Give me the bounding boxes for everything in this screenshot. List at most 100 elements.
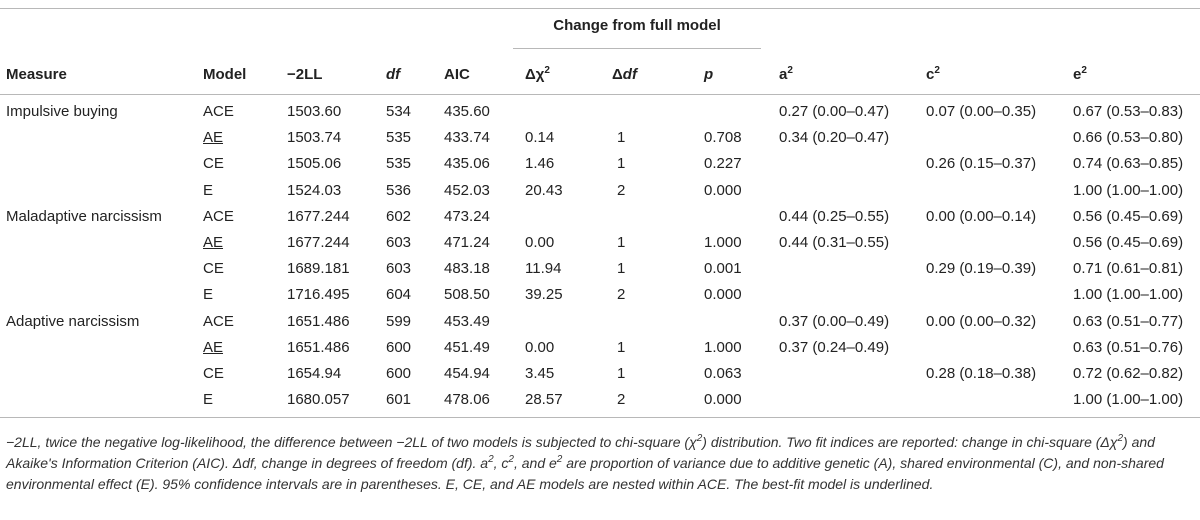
cell-c: 0.26 (0.15–0.37) xyxy=(926,155,1037,172)
header-measure: Measure xyxy=(6,66,67,83)
cell-p: 0.001 xyxy=(704,260,742,277)
cell-a: 0.44 (0.31–0.55) xyxy=(779,234,890,251)
footnote-superscript: 2 xyxy=(1117,433,1124,444)
cell-ll: 1677.244 xyxy=(287,234,350,251)
header-c-sup: 2 xyxy=(934,65,940,76)
cell-e: 0.66 (0.53–0.80) xyxy=(1073,129,1184,146)
cell-p: 0.000 xyxy=(704,286,742,303)
cell-e: 1.00 (1.00–1.00) xyxy=(1073,286,1184,303)
cell-ddf: 2 xyxy=(617,182,626,199)
footnote-text: ) distribution. Two fit indices are repo… xyxy=(702,434,1118,450)
cell-e: 0.71 (0.61–0.81) xyxy=(1073,260,1184,277)
cell-ll: 1680.057 xyxy=(287,391,350,408)
cell-a: 0.27 (0.00–0.47) xyxy=(779,103,890,120)
cell-df: 600 xyxy=(386,365,412,382)
cell-ddf: 1 xyxy=(617,129,626,146)
cell-ll: 1505.06 xyxy=(287,155,342,172)
cell-measure: Impulsive buying xyxy=(6,103,118,120)
header-a-text: a xyxy=(779,66,788,83)
cell-aic: 433.74 xyxy=(444,129,490,146)
cell-ll: 1716.495 xyxy=(287,286,350,303)
cell-ddf: 2 xyxy=(617,391,626,408)
cell-model: ACE xyxy=(203,208,234,225)
cell-dchi: 39.25 xyxy=(525,286,563,303)
cell-dchi: 1.46 xyxy=(525,155,555,172)
cell-dchi: 28.57 xyxy=(525,391,563,408)
cell-e: 0.63 (0.51–0.76) xyxy=(1073,339,1184,356)
header-aic: AIC xyxy=(444,66,470,83)
header-df-text: df xyxy=(386,66,401,83)
cell-e: 0.63 (0.51–0.77) xyxy=(1073,313,1184,330)
cell-df: 603 xyxy=(386,234,412,251)
cell-df: 535 xyxy=(386,129,412,146)
cell-dchi: 0.00 xyxy=(525,234,555,251)
cell-aic: 452.03 xyxy=(444,182,490,199)
cell-model: E xyxy=(203,182,214,199)
cell-df: 602 xyxy=(386,208,412,225)
cell-ddf: 1 xyxy=(617,155,626,172)
cell-model: E xyxy=(203,286,214,303)
header-2ll: −2LL xyxy=(287,66,323,83)
cell-ll: 1651.486 xyxy=(287,339,350,356)
cell-a: 0.37 (0.00–0.49) xyxy=(779,313,890,330)
cell-aic: 435.60 xyxy=(444,103,490,120)
cell-dchi: 11.94 xyxy=(525,260,562,277)
cell-e: 0.74 (0.63–0.85) xyxy=(1073,155,1184,172)
cell-aic: 454.94 xyxy=(444,365,490,382)
cell-measure: Adaptive narcissism xyxy=(6,313,140,330)
cell-df: 603 xyxy=(386,260,412,277)
header-e-text: e xyxy=(1073,66,1082,83)
footnote-text: , c xyxy=(493,455,509,471)
cell-aic: 473.24 xyxy=(444,208,490,225)
cell-a: 0.44 (0.25–0.55) xyxy=(779,208,890,225)
top-rule xyxy=(0,8,1200,9)
cell-ddf: 1 xyxy=(617,365,626,382)
cell-ll: 1689.181 xyxy=(287,260,350,277)
cell-dchi: 20.43 xyxy=(525,182,563,199)
header-delta-df: Δdf xyxy=(612,66,637,84)
cell-ddf: 1 xyxy=(617,234,626,251)
cell-p: 1.000 xyxy=(704,339,742,356)
header-delta-chi-sup: 2 xyxy=(544,65,550,76)
header-c-text: c xyxy=(926,66,935,83)
cell-df: 604 xyxy=(386,286,412,303)
cell-ddf: 1 xyxy=(617,339,626,356)
header-p-text: p xyxy=(704,66,714,83)
footnote-text: , and e xyxy=(513,455,557,471)
cell-p: 0.708 xyxy=(704,129,742,146)
cell-df: 536 xyxy=(386,182,412,199)
cell-aic: 508.50 xyxy=(444,286,490,303)
cell-c: 0.28 (0.18–0.38) xyxy=(926,365,1037,382)
change-group-title: Change from full model xyxy=(553,17,721,34)
header-rule xyxy=(0,94,1200,95)
header-a-sup: 2 xyxy=(787,65,793,76)
cell-dchi: 0.00 xyxy=(525,339,555,356)
cell-a: 0.37 (0.24–0.49) xyxy=(779,339,890,356)
header-e2: e2 xyxy=(1073,66,1087,84)
cell-df: 534 xyxy=(386,103,412,120)
cell-p: 0.000 xyxy=(704,182,742,199)
cell-ll: 1503.60 xyxy=(287,103,342,120)
header-e-sup: 2 xyxy=(1081,65,1087,76)
cell-model: ACE xyxy=(203,103,234,120)
cell-aic: 435.06 xyxy=(444,155,490,172)
cell-e: 1.00 (1.00–1.00) xyxy=(1073,182,1184,199)
footnote-superscript: 2 xyxy=(696,433,703,444)
cell-ll: 1503.74 xyxy=(287,129,342,146)
cell-model: AE xyxy=(203,339,224,356)
cell-df: 600 xyxy=(386,339,412,356)
cell-ddf: 1 xyxy=(617,260,626,277)
cell-e: 0.72 (0.62–0.82) xyxy=(1073,365,1184,382)
cell-model: ACE xyxy=(203,313,234,330)
cell-aic: 483.18 xyxy=(444,260,490,277)
cell-ddf: 2 xyxy=(617,286,626,303)
cell-ll: 1677.244 xyxy=(287,208,350,225)
header-delta-sign: Δ xyxy=(612,66,623,83)
cell-model: E xyxy=(203,391,214,408)
cell-model: CE xyxy=(203,260,224,277)
cell-aic: 451.49 xyxy=(444,339,490,356)
cell-ll: 1524.03 xyxy=(287,182,342,199)
cell-p: 1.000 xyxy=(704,234,742,251)
cell-e: 0.56 (0.45–0.69) xyxy=(1073,208,1184,225)
